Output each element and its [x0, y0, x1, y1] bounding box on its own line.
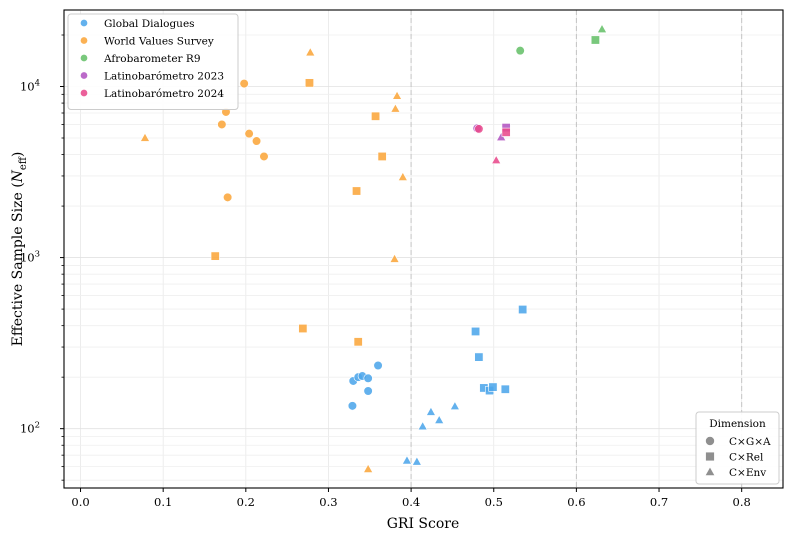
point-world-values-survey: [304, 78, 314, 88]
point-world-values-survey: [391, 90, 403, 100]
point-world-values-survey: [390, 103, 401, 113]
point-world-values-survey: [244, 129, 254, 139]
legend-series-label: World Values Survey: [104, 36, 214, 48]
point-latinobar-metro-2024: [501, 127, 511, 137]
point-global-dialogues: [417, 421, 428, 431]
legend-dimension-marker: [705, 436, 715, 446]
legend-dimension-marker: [704, 466, 716, 476]
y-tick-exponent: 2: [35, 421, 40, 431]
point-global-dialogues: [347, 401, 358, 411]
legend-dimension-title: Dimension: [709, 418, 766, 430]
point-afrobarometer-r9: [596, 23, 608, 33]
point-world-values-survey: [377, 151, 387, 161]
x-tick-label: 0.4: [402, 495, 420, 509]
legend-series-label: Latinobarómetro 2023: [104, 71, 224, 83]
legend-dimension-marker: [705, 451, 715, 462]
x-axis-title: GRI Score: [387, 516, 460, 532]
point-world-values-survey: [353, 337, 363, 347]
point-world-values-survey: [139, 132, 151, 142]
point-world-values-survey: [251, 136, 262, 146]
point-world-values-survey: [305, 47, 316, 57]
legend-series-marker: [80, 71, 88, 80]
legend-series-box: [67, 13, 239, 110]
x-tick-label: 0.5: [485, 495, 503, 509]
y-axis-title-subscript: eff: [18, 156, 29, 170]
legend-dimension-label: C×G×A: [729, 436, 771, 448]
x-tick-label: 0.7: [650, 495, 668, 509]
plot-frame: [63, 9, 784, 489]
legend-dimension-label: C×Env: [729, 467, 766, 479]
legend-dimension: Dimension C×G×A C×Rel C×Env: [695, 411, 780, 485]
y-tick-exponent: 4: [35, 79, 40, 89]
y-axis-title-text: Effective Sample Size (: [10, 182, 26, 346]
point-global-dialogues: [474, 352, 484, 362]
point-world-values-survey: [217, 119, 227, 130]
x-tick-label: 0.1: [154, 495, 172, 509]
legend-series-marker: [80, 19, 88, 27]
point-global-dialogues: [411, 456, 422, 466]
point-world-values-survey: [259, 151, 269, 162]
point-global-dialogues: [434, 414, 445, 424]
y-axis-title-symbol: N: [10, 169, 26, 183]
point-global-dialogues: [488, 382, 498, 392]
point-latinobar-metro-2024: [491, 154, 502, 165]
point-world-values-survey: [210, 251, 220, 261]
point-world-values-survey: [371, 111, 381, 121]
y-axis-title: Effective Sample Size (Neff): [10, 152, 29, 347]
point-afrobarometer-r9: [515, 46, 525, 56]
point-world-values-survey: [352, 186, 362, 196]
x-tick-label: 0.8: [733, 495, 751, 509]
x-tick-label: 0.6: [567, 495, 585, 509]
point-global-dialogues: [471, 326, 481, 336]
legend-series-marker: [80, 54, 88, 62]
point-global-dialogues: [363, 373, 373, 383]
legend-series: Global Dialogues World Values Survey Afrob…: [67, 13, 239, 110]
point-world-values-survey: [298, 324, 308, 334]
legend-series-label: Latinobarómetro 2024: [104, 88, 224, 100]
point-global-dialogues: [363, 386, 373, 396]
x-tick-label: 0.2: [237, 495, 255, 509]
point-world-values-survey: [363, 463, 374, 473]
point-world-values-survey: [389, 253, 400, 263]
point-latinobar-metro-2024: [474, 124, 484, 134]
data-points: [139, 23, 608, 473]
point-global-dialogues: [373, 360, 383, 371]
point-afrobarometer-r9: [590, 35, 600, 45]
legend-dimension-box: [695, 411, 780, 485]
y-axis-title-close: ): [10, 152, 26, 157]
point-global-dialogues: [425, 406, 437, 416]
legend-series-label: Afrobarometer R9: [103, 53, 201, 65]
legend-series-label: Global Dialogues: [104, 18, 195, 30]
point-global-dialogues: [449, 400, 460, 411]
point-world-values-survey: [223, 192, 233, 202]
y-tick-exponent: 3: [35, 250, 40, 260]
point-global-dialogues: [518, 305, 528, 315]
point-world-values-survey: [397, 171, 408, 181]
legend-series-marker: [80, 36, 88, 45]
x-tick-label: 0.3: [319, 495, 337, 509]
legend-dimension-label: C×Rel: [729, 452, 764, 464]
x-tick-label: 0.0: [71, 495, 89, 509]
legend-series-marker: [80, 89, 88, 97]
point-world-values-survey: [239, 78, 249, 89]
point-global-dialogues: [401, 455, 413, 465]
point-global-dialogues: [500, 384, 510, 394]
